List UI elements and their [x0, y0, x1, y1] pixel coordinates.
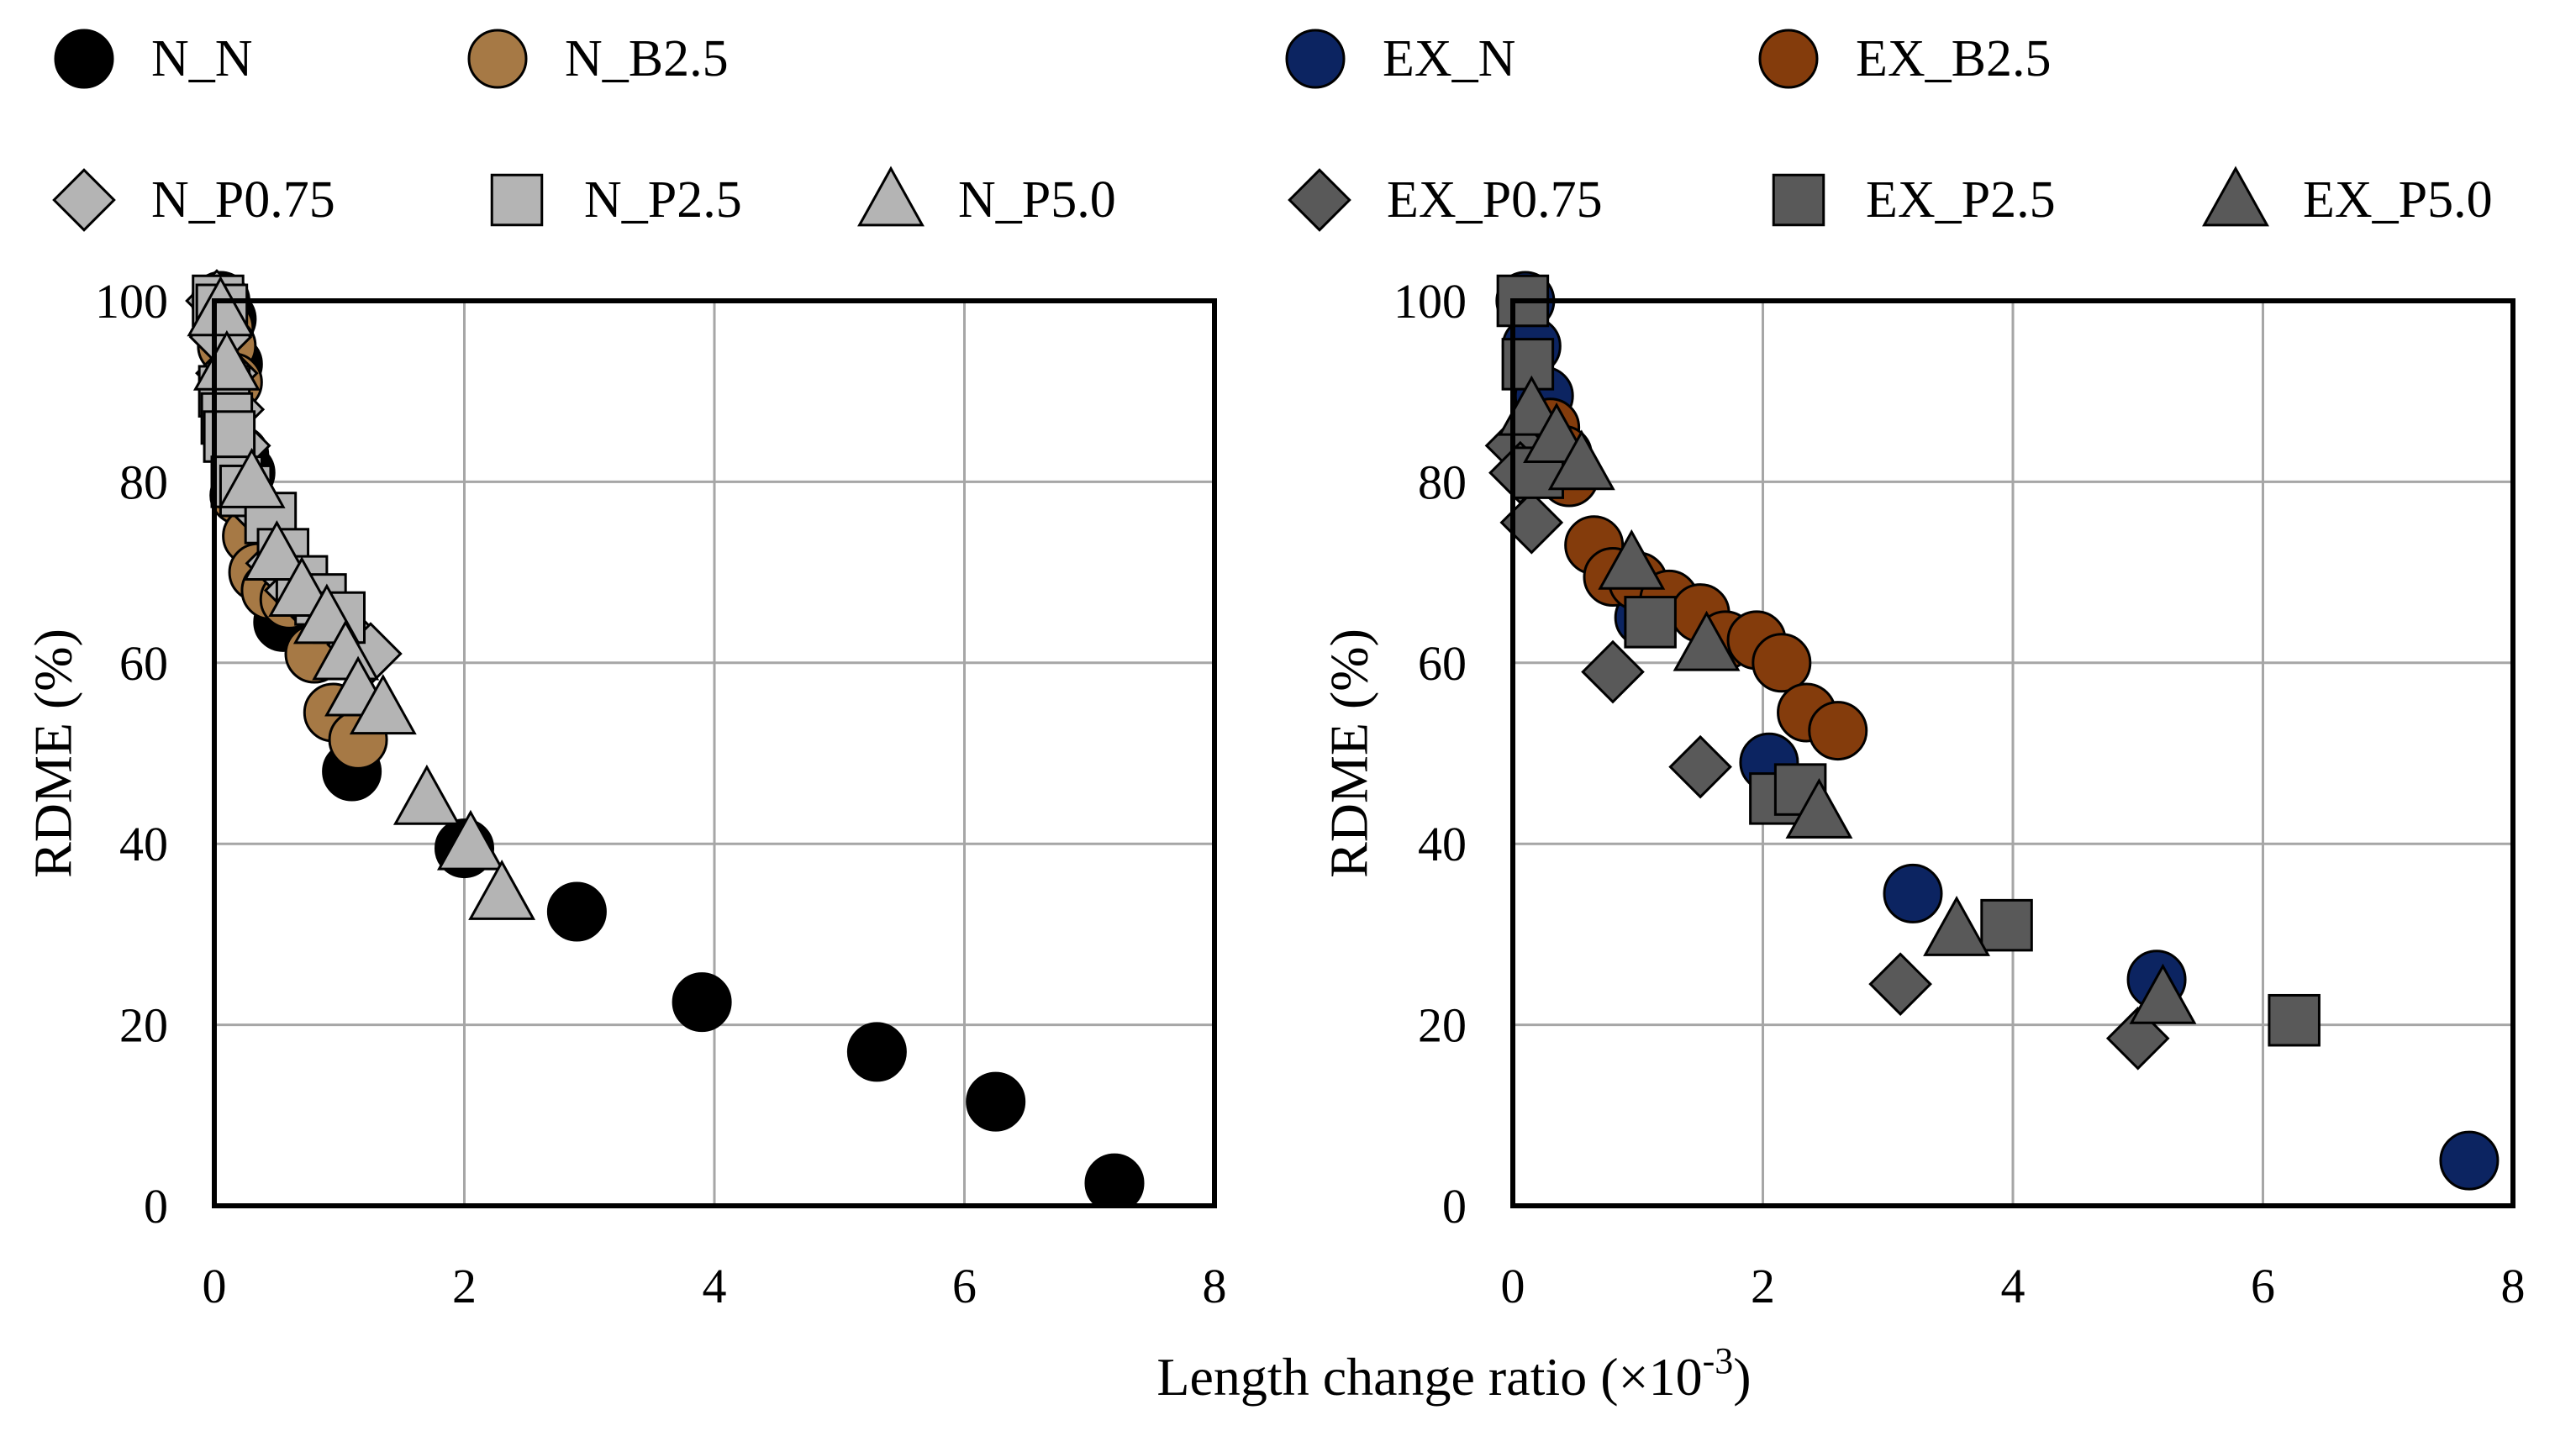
- data-points-group: [185, 269, 1145, 1206]
- y-tick-label: 40: [119, 817, 168, 871]
- data-point-N_P5.0: [187, 276, 255, 337]
- legend-marker-EX_P2.5: [1772, 173, 1825, 227]
- y-tick-label: 40: [1418, 817, 1467, 871]
- plot-area-frame: [212, 298, 1217, 1208]
- x-tick-label: 0: [1501, 1259, 1525, 1313]
- data-point-EX_B2.5: [1808, 701, 1868, 761]
- data-point-N_N: [546, 881, 607, 942]
- x-tick-label: 8: [1203, 1259, 1227, 1313]
- data-point-EX_P0.75: [1581, 639, 1645, 704]
- legend-marker-N_B2.5: [467, 29, 528, 89]
- series-EX_N: [1495, 271, 2500, 1191]
- x-tick-label: 4: [703, 1259, 727, 1313]
- legend-item-EX_P2.5: EX_P2.5: [1772, 171, 2056, 229]
- series-EX_P5.0: [1498, 375, 2197, 1024]
- y-tick-label: 100: [1393, 274, 1467, 329]
- legend-marker-N_P5.0: [857, 166, 925, 227]
- legend-label: EX_N: [1383, 30, 1515, 87]
- legend-label: N_N: [151, 30, 253, 87]
- y-axis-label: RDME (%): [1320, 629, 1379, 878]
- data-point-N_N: [846, 1022, 907, 1082]
- y-tick-label: 20: [119, 998, 168, 1053]
- legend-marker-EX_N: [1285, 29, 1346, 89]
- data-point-N_N: [672, 972, 732, 1033]
- legend-marker-N_P0.75: [52, 168, 116, 232]
- legend-label: N_P0.75: [151, 171, 335, 229]
- data-point-N_P5.0: [192, 329, 261, 391]
- data-point-EX_B2.5: [1752, 633, 1812, 693]
- data-point-EX_P5.0: [1785, 778, 1853, 839]
- x-axis-label: Length change ratio (×10-3): [1156, 1340, 1751, 1407]
- plot-area-frame: [1510, 298, 2515, 1208]
- data-point-EX_P2.5: [2268, 993, 2321, 1047]
- legend-marker-N_P2.5: [490, 173, 544, 227]
- data-points-group: [1484, 271, 2500, 1191]
- y-tick-label: 0: [1442, 1179, 1467, 1234]
- data-point-EX_N: [1883, 863, 1943, 923]
- data-point-N_P5.0: [218, 447, 286, 508]
- x-tick-label: 0: [203, 1259, 227, 1313]
- y-tick-label: 80: [1418, 455, 1467, 509]
- data-point-EX_P5.0: [1547, 429, 1615, 491]
- legend-item-EX_B2.5: EX_B2.5: [1758, 29, 2052, 89]
- y-axis-label: RDME (%): [24, 629, 83, 878]
- legend-marker-N_N: [54, 29, 114, 89]
- legend-item-N_N: N_N: [54, 29, 253, 89]
- legend-item-N_P2.5: N_P2.5: [490, 171, 742, 229]
- legend-label: N_B2.5: [565, 30, 729, 87]
- legend-label: EX_P0.75: [1387, 171, 1603, 229]
- data-point-N_N: [1084, 1153, 1145, 1206]
- legend-marker-EX_P0.75: [1288, 168, 1351, 232]
- legend: N_N N_B2.5 EX_N EX_B2.5 N_P0.75 N_P2.5 N_P5.0 E…: [52, 29, 2493, 232]
- y-tick-label: 100: [95, 274, 168, 329]
- legend-label: EX_B2.5: [1856, 30, 2052, 87]
- legend-label: EX_P5.0: [2303, 171, 2493, 229]
- x-tick-label: 4: [2001, 1259, 2026, 1313]
- legend-item-N_P0.75: N_P0.75: [52, 168, 335, 232]
- x-tick-label: 2: [1751, 1259, 1775, 1313]
- data-point-EX_P5.0: [2129, 963, 2197, 1024]
- data-point-EX_P0.75: [2105, 1006, 2170, 1071]
- data-point-EX_P2.5: [1980, 898, 2033, 952]
- data-point-N_P5.0: [436, 809, 504, 871]
- data-point-EX_P5.0: [1673, 610, 1741, 671]
- legend-item-EX_N: EX_N: [1285, 29, 1515, 89]
- y-tick-label: 0: [144, 1179, 168, 1234]
- legend-marker-EX_B2.5: [1758, 29, 1819, 89]
- x-tick-label: 2: [452, 1259, 477, 1313]
- y-tick-label: 20: [1418, 998, 1467, 1053]
- legend-item-N_B2.5: N_B2.5: [467, 29, 729, 89]
- x-tick-label: 6: [952, 1259, 977, 1313]
- data-point-N_N: [966, 1071, 1026, 1132]
- legend-label: N_P5.0: [958, 171, 1116, 229]
- x-tick-label: 6: [2251, 1259, 2275, 1313]
- data-point-N_P5.0: [243, 520, 311, 581]
- series-N_P5.0: [187, 276, 536, 920]
- legend-label: N_P2.5: [584, 171, 742, 229]
- data-point-N_P5.0: [349, 674, 417, 735]
- legend-item-EX_P0.75: EX_P0.75: [1288, 168, 1603, 232]
- legend-label: EX_P2.5: [1866, 171, 2056, 229]
- legend-item-N_P5.0: N_P5.0: [857, 166, 1116, 229]
- y-tick-label: 60: [1418, 636, 1467, 691]
- data-point-EX_P5.0: [1598, 529, 1666, 590]
- data-point-EX_P0.75: [1668, 734, 1732, 799]
- legend-item-EX_P5.0: EX_P5.0: [2202, 166, 2493, 229]
- y-tick-label: 80: [119, 455, 168, 509]
- data-point-EX_P5.0: [1923, 896, 1991, 956]
- data-point-EX_P0.75: [1868, 952, 1932, 1016]
- data-point-EX_P2.5: [1624, 596, 1677, 649]
- y-tick-label: 60: [119, 636, 168, 691]
- data-point-EX_N: [2439, 1130, 2500, 1191]
- legend-marker-EX_P5.0: [2202, 166, 2269, 227]
- data-point-N_P5.0: [392, 764, 461, 825]
- x-tick-label: 8: [2501, 1259, 2526, 1313]
- data-point-N_P5.0: [468, 859, 536, 920]
